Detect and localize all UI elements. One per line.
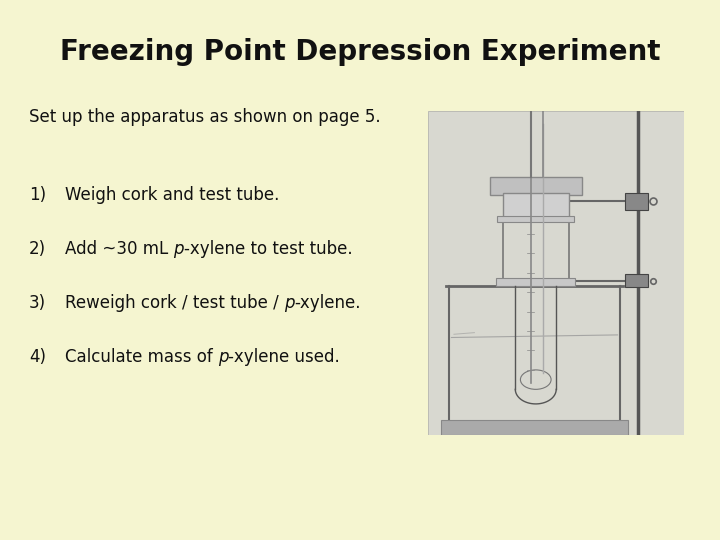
Text: -xylene used.: -xylene used.	[228, 348, 340, 366]
Bar	[625, 274, 648, 287]
Text: p: p	[174, 240, 184, 258]
Text: -xylene.: -xylene.	[294, 294, 361, 312]
Text: Calculate mass of: Calculate mass of	[65, 348, 218, 366]
Text: Reweigh cork / test tube /: Reweigh cork / test tube /	[65, 294, 284, 312]
Bar	[490, 177, 582, 195]
Bar	[498, 216, 574, 222]
Text: -xylene to test tube.: -xylene to test tube.	[184, 240, 352, 258]
Text: 2): 2)	[29, 240, 46, 258]
Bar	[441, 420, 628, 435]
Text: 1): 1)	[29, 186, 46, 204]
Text: Freezing Point Depression Experiment: Freezing Point Depression Experiment	[60, 38, 660, 66]
Text: p: p	[217, 348, 228, 366]
Text: Add ~30 mL: Add ~30 mL	[65, 240, 174, 258]
Text: p: p	[284, 294, 294, 312]
Text: 4): 4)	[29, 348, 46, 366]
Text: 3): 3)	[29, 294, 46, 312]
Text: Weigh cork and test tube.: Weigh cork and test tube.	[65, 186, 279, 204]
Bar	[625, 193, 648, 210]
Bar	[496, 278, 575, 286]
Text: Set up the apparatus as shown on page 5.: Set up the apparatus as shown on page 5.	[29, 108, 380, 126]
Bar	[503, 193, 569, 218]
